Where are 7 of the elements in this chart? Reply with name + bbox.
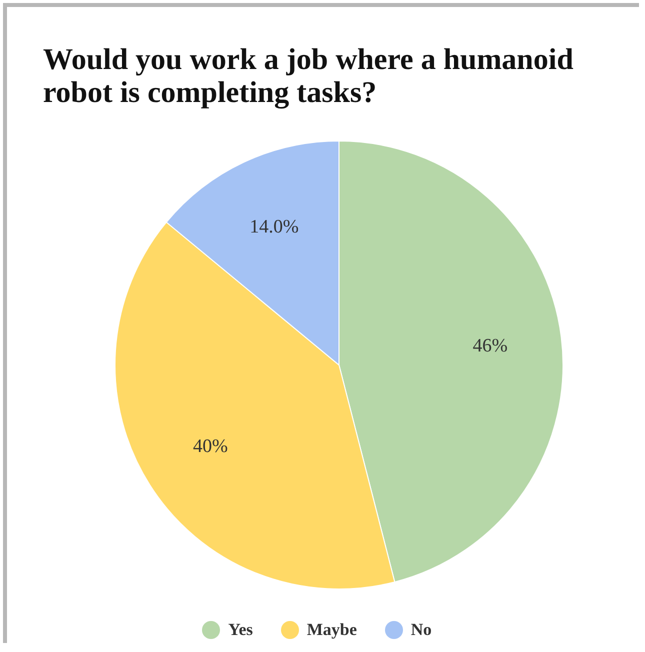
- chart-title: Would you work a job where a humanoid robot is completing tasks?: [42, 42, 574, 111]
- data-label: 40%: [192, 436, 228, 458]
- data-label: 14.0%: [250, 216, 299, 238]
- legend-label: Yes: [228, 620, 253, 640]
- legend-label: Maybe: [306, 620, 357, 640]
- data-label: 46%: [472, 335, 508, 356]
- legend-label: No: [410, 620, 432, 640]
